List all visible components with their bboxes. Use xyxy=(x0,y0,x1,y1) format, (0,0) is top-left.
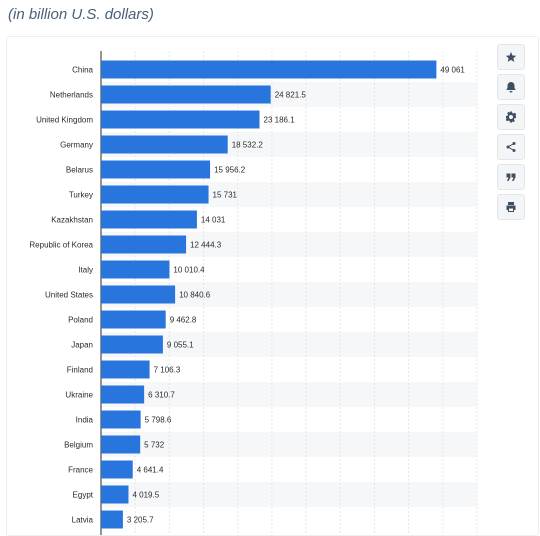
chart-subtitle: (in billion U.S. dollars) xyxy=(8,6,154,23)
category-label: Finland xyxy=(67,366,93,375)
favorite-button[interactable] xyxy=(497,44,525,70)
gear-icon xyxy=(505,111,517,123)
category-label: Germany xyxy=(60,141,93,150)
print-icon xyxy=(506,202,516,212)
bar-finland xyxy=(101,360,150,379)
chart-toolbar xyxy=(497,44,527,220)
star-icon xyxy=(505,52,517,62)
value-label: 15 731 xyxy=(213,191,238,200)
category-label: Egypt xyxy=(73,491,94,500)
value-label: 10 010.4 xyxy=(173,266,205,275)
bar-republic-of-korea xyxy=(101,235,187,254)
value-label: 5 798.6 xyxy=(145,416,172,425)
category-label: Netherlands xyxy=(50,91,93,100)
category-label: Latvia xyxy=(72,516,94,525)
value-label: 49 061 xyxy=(440,66,465,75)
category-label: Poland xyxy=(68,316,93,325)
bell-icon xyxy=(506,82,516,93)
share-icon xyxy=(506,142,516,152)
cite-button[interactable] xyxy=(497,164,525,190)
bar-united-states xyxy=(101,285,176,304)
bar-netherlands xyxy=(101,85,271,104)
chart-card: China 49 061 Netherlands 24 821.5 United Kin… xyxy=(6,36,539,536)
value-label: 23 186.1 xyxy=(264,116,296,125)
notification-button[interactable] xyxy=(497,74,525,100)
row-band xyxy=(101,482,477,507)
category-label: Belarus xyxy=(66,166,93,175)
category-label: Kazakhstan xyxy=(51,216,93,225)
quote-icon xyxy=(506,173,516,181)
bar-latvia xyxy=(101,510,123,529)
value-label: 5 732 xyxy=(144,441,165,450)
category-label: France xyxy=(68,466,93,475)
row-band xyxy=(101,432,477,457)
category-label: Belgium xyxy=(64,441,93,450)
value-label: 4 641.4 xyxy=(137,466,164,475)
category-label: United Kingdom xyxy=(36,116,93,125)
value-label: 9 462.8 xyxy=(170,316,197,325)
row-band xyxy=(101,382,477,407)
bar-belgium xyxy=(101,435,141,454)
bar-kazakhstan xyxy=(101,210,197,229)
category-label: Italy xyxy=(78,266,93,275)
value-label: 24 821.5 xyxy=(275,91,307,100)
bar-belarus xyxy=(101,160,211,179)
value-label: 12 444.3 xyxy=(190,241,222,250)
category-label: United States xyxy=(45,291,93,300)
value-label: 15 956.2 xyxy=(214,166,246,175)
category-label: China xyxy=(72,66,93,75)
value-label: 10 840.6 xyxy=(179,291,211,300)
print-button[interactable] xyxy=(497,194,525,220)
value-label: 18 532.2 xyxy=(232,141,264,150)
settings-button[interactable] xyxy=(497,104,525,130)
bar-chart: China 49 061 Netherlands 24 821.5 United Kin… xyxy=(29,51,478,535)
row-band xyxy=(101,332,477,357)
bar-ukraine xyxy=(101,385,145,404)
category-label: Republic of Korea xyxy=(29,241,93,250)
share-button[interactable] xyxy=(497,134,525,160)
bar-germany xyxy=(101,135,228,154)
bar-united-kingdom xyxy=(101,110,260,129)
value-label: 4 019.5 xyxy=(132,491,159,500)
category-label: Turkey xyxy=(69,191,93,200)
bar-france xyxy=(101,460,133,479)
bar-india xyxy=(101,410,141,429)
value-label: 14 031 xyxy=(201,216,226,225)
value-label: 6 310.7 xyxy=(148,391,175,400)
bar-poland xyxy=(101,310,166,329)
category-label: Japan xyxy=(71,341,93,350)
bar-china xyxy=(101,60,437,79)
bar-italy xyxy=(101,260,170,279)
value-label: 3 205.7 xyxy=(127,516,154,525)
bar-egypt xyxy=(101,485,129,504)
bar-japan xyxy=(101,335,163,354)
category-label: Ukraine xyxy=(65,391,93,400)
value-label: 9 055.1 xyxy=(167,341,194,350)
value-label: 7 106.3 xyxy=(154,366,181,375)
bar-turkey xyxy=(101,185,209,204)
category-label: India xyxy=(76,416,94,425)
